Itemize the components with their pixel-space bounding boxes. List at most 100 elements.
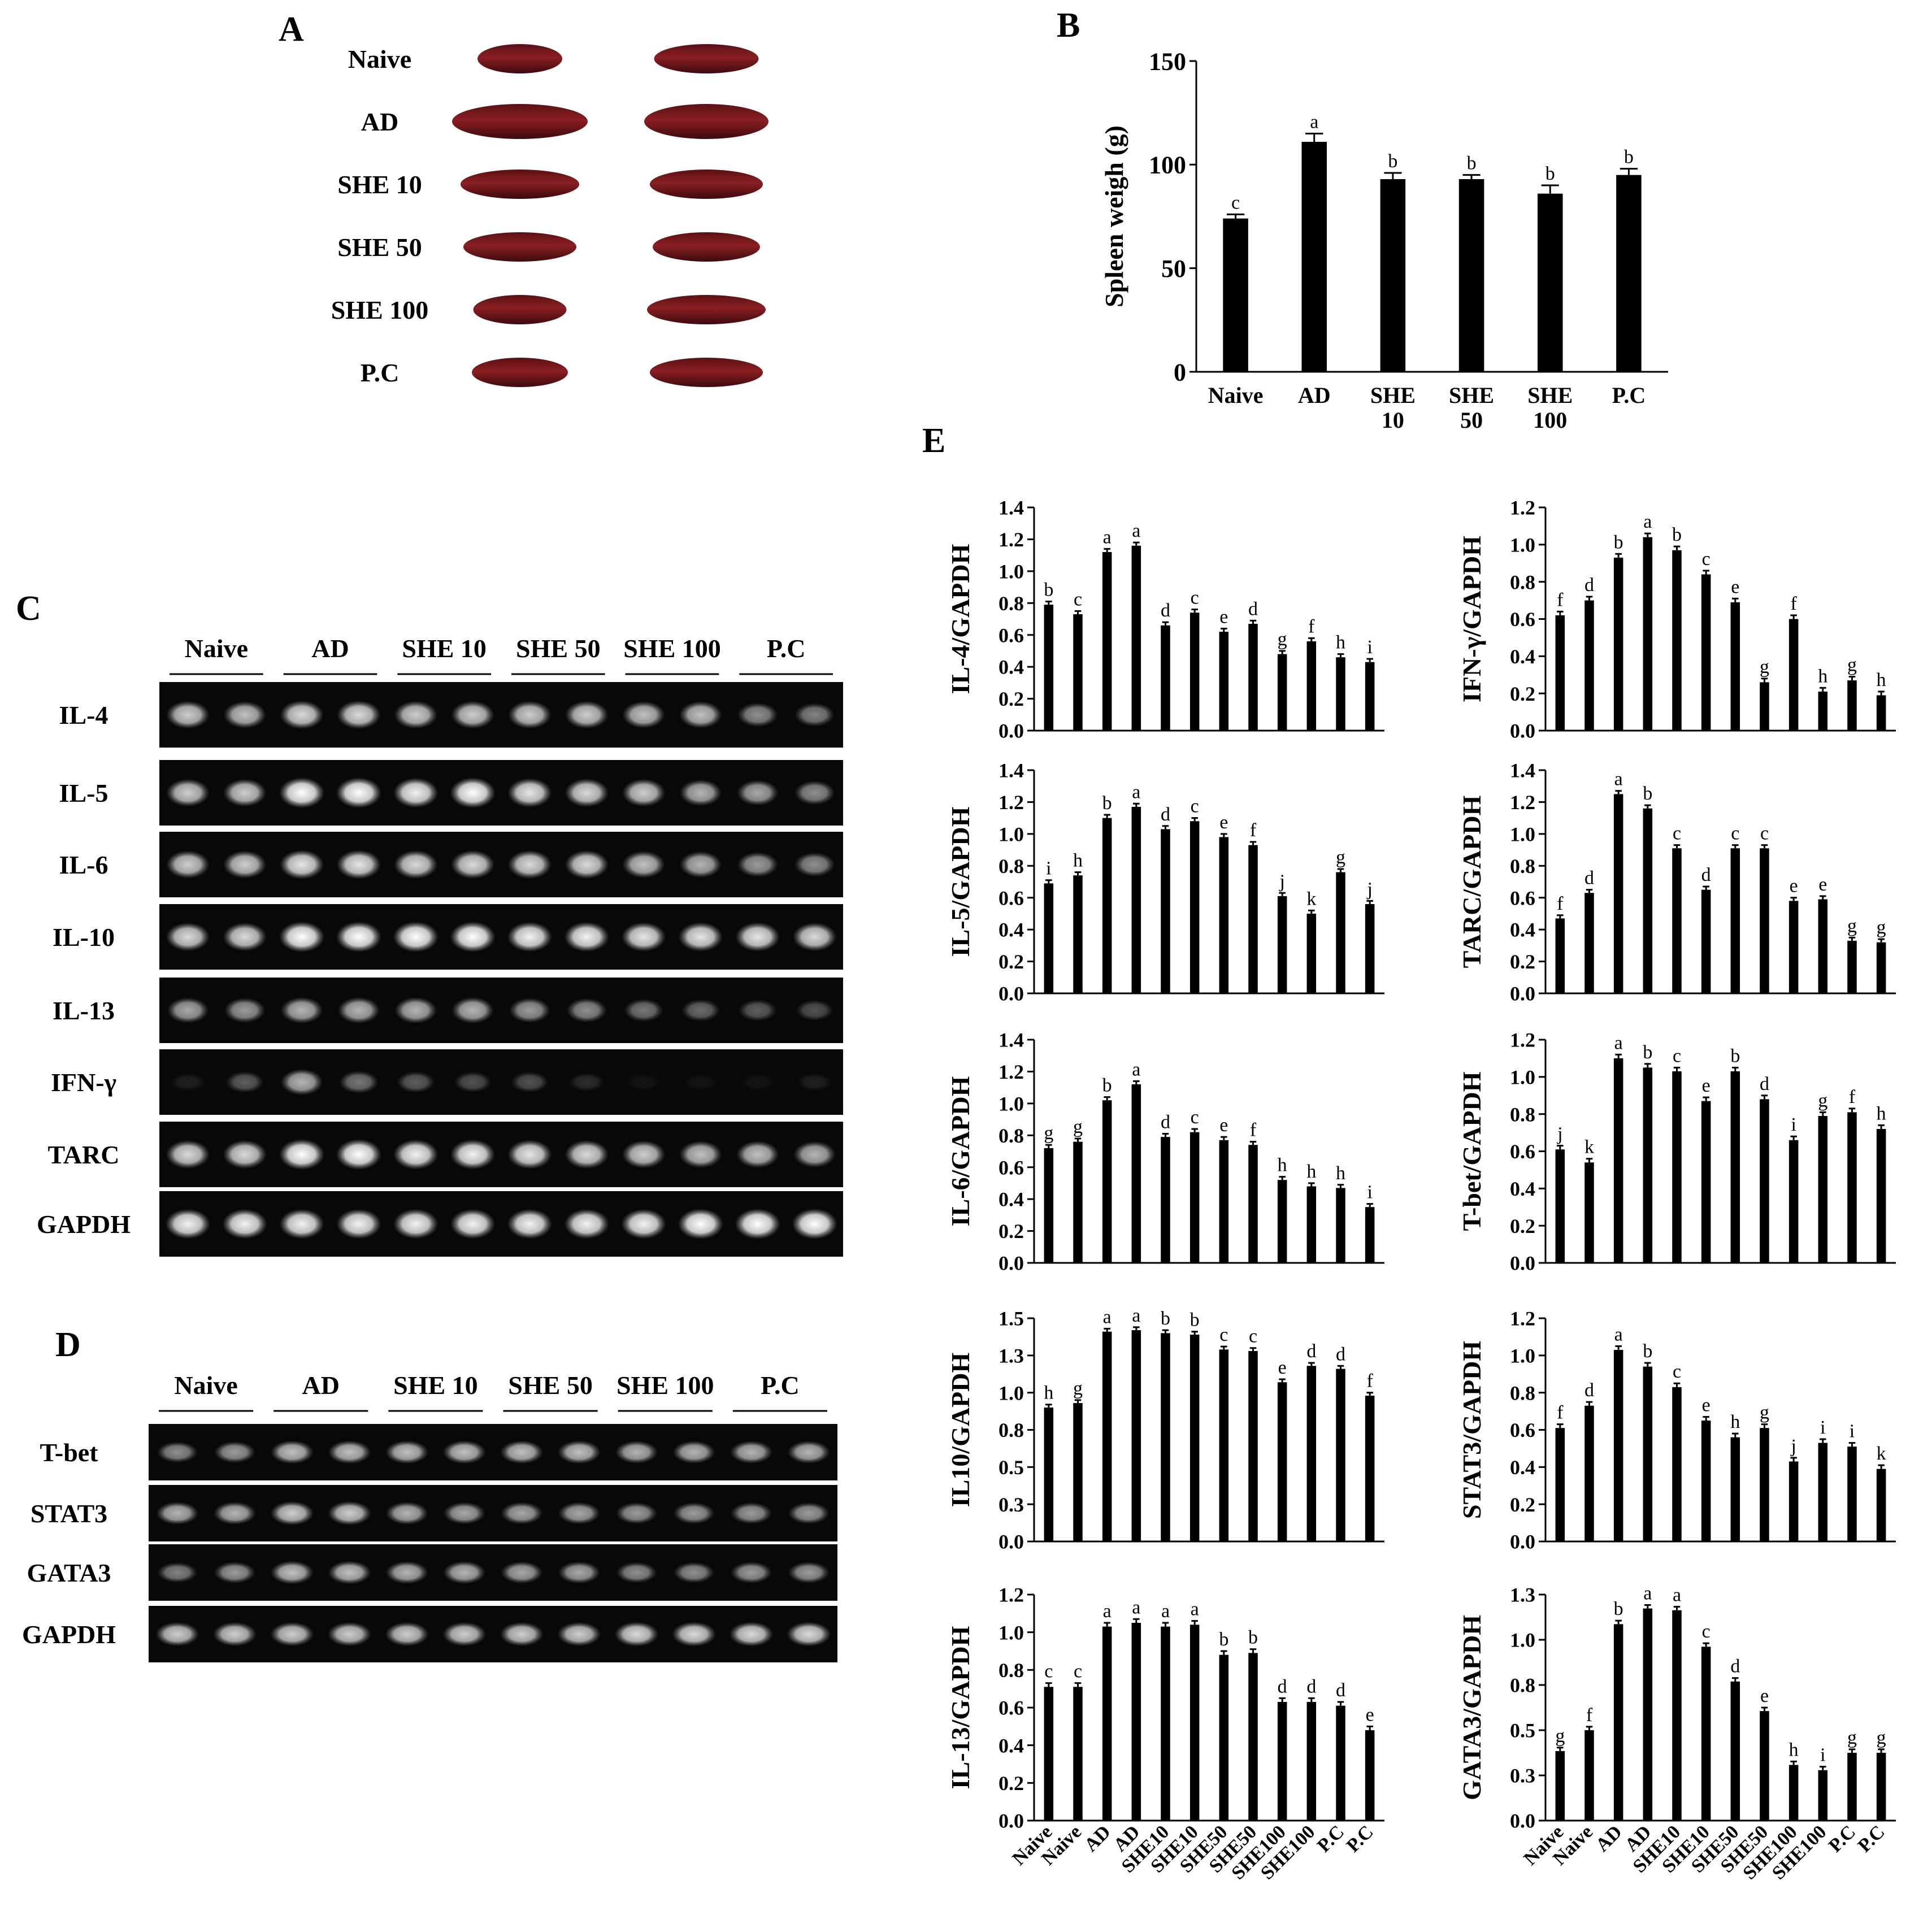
y-tick-label: 0.3 <box>998 1493 1024 1516</box>
gel-band <box>394 997 437 1024</box>
y-tick-label: 1.0 <box>1510 1629 1535 1652</box>
gel-band <box>279 1209 324 1239</box>
gel-band <box>737 852 779 878</box>
lane-group-label: Naive <box>174 1371 237 1400</box>
significance-letter: g <box>1847 915 1857 936</box>
bar <box>1219 632 1229 731</box>
bar <box>1044 605 1054 731</box>
lane-group-label: AD <box>311 634 349 663</box>
bar <box>1584 600 1594 731</box>
gel-band <box>270 1622 314 1647</box>
significance-letter: c <box>1702 1621 1710 1642</box>
spleen-image <box>452 104 588 139</box>
gene-label: TARC <box>48 1140 120 1169</box>
significance-letter: b <box>1614 532 1623 553</box>
x-category-label: SHE <box>1370 383 1416 408</box>
y-tick-label: 1.0 <box>1510 1344 1535 1367</box>
spleen-row-label: AD <box>361 107 398 136</box>
bar <box>1277 654 1287 731</box>
bar <box>1102 1331 1112 1541</box>
bar <box>1613 794 1623 993</box>
gene-label: IFN-γ <box>51 1068 116 1097</box>
bar <box>1336 1188 1345 1263</box>
significance-letter: e <box>1366 1704 1374 1725</box>
x-category-label: SHE <box>1449 383 1494 408</box>
bar <box>1219 1654 1229 1821</box>
significance-letter: g <box>1336 847 1345 868</box>
significance-letter: h <box>1818 666 1827 687</box>
gel-band <box>450 1139 496 1170</box>
gel-band <box>393 850 438 879</box>
significance-letter: b <box>1102 793 1112 814</box>
bar <box>1643 1366 1653 1541</box>
spleen-image <box>654 44 759 73</box>
significance-letter: b <box>1545 163 1555 184</box>
y-tick-label: 0.0 <box>1510 720 1535 742</box>
significance-letter: j <box>1557 1124 1562 1145</box>
lane-group-label: SHE 100 <box>623 634 721 663</box>
y-tick-label: 0.0 <box>1510 1810 1535 1832</box>
y-tick-label: 0.4 <box>998 1188 1024 1211</box>
y-tick-label: 0.4 <box>1510 919 1535 941</box>
gel-strip <box>159 832 843 897</box>
significance-letter: e <box>1702 1395 1710 1415</box>
gel-band <box>165 1209 211 1239</box>
bar <box>1760 682 1769 731</box>
gel-band <box>166 850 210 879</box>
gel-band <box>451 701 494 729</box>
gel-band <box>679 1140 722 1169</box>
y-tick-label: 1.4 <box>998 759 1024 782</box>
x-category-label: AD <box>1592 1821 1626 1856</box>
significance-letter: g <box>1818 1090 1827 1111</box>
y-tick-label: 0.0 <box>1510 1252 1535 1275</box>
x-category-label: AD <box>1080 1821 1115 1856</box>
gel-band <box>500 1622 544 1647</box>
x-category-label: AD <box>1298 383 1331 408</box>
y-tick-label: 100 <box>1149 151 1186 179</box>
bar <box>1788 1140 1799 1263</box>
lane-group-label: SHE 100 <box>616 1371 714 1400</box>
bar <box>1584 1162 1594 1263</box>
y-axis-title: STAT3/GAPDH <box>1457 1341 1486 1519</box>
y-axis-title: GATA3/GAPDH <box>1457 1615 1486 1800</box>
significance-letter: j <box>1279 871 1284 892</box>
gel-band <box>796 1000 834 1021</box>
significance-letter: b <box>1388 151 1397 172</box>
significance-letter: d <box>1701 865 1711 885</box>
bar <box>1788 1461 1799 1541</box>
gel-strip <box>159 1049 843 1115</box>
gel-band <box>501 1561 543 1584</box>
spleen-row-label: SHE 100 <box>331 296 429 324</box>
gel-band <box>622 850 665 879</box>
y-tick-label: 0.0 <box>998 720 1024 742</box>
panel-c-label: C <box>16 589 41 628</box>
significance-letter: d <box>1161 600 1170 621</box>
gel-band <box>212 1622 257 1647</box>
gel-band <box>279 1139 325 1170</box>
y-tick-label: 50 <box>1161 255 1186 283</box>
y-tick-label: 1.2 <box>1510 791 1535 814</box>
bar <box>1131 545 1141 731</box>
gene-label: IL-6 <box>59 850 108 879</box>
y-tick-label: 0.8 <box>1510 571 1535 593</box>
gel-band <box>328 1561 371 1584</box>
gel-panel-c: Naive AD SHE 10 SHE 50 SHE 100 P.C IL-4 IL-5 IL-… <box>37 634 843 1257</box>
y-tick-label: 1.3 <box>998 1344 1024 1367</box>
y-axis-title: T-bet/GAPDH <box>1457 1071 1486 1231</box>
significance-letter: g <box>1044 1123 1053 1144</box>
y-tick-label: 1.0 <box>1510 533 1535 556</box>
bar <box>1730 602 1740 731</box>
significance-letter: c <box>1760 823 1769 844</box>
bar <box>1613 1624 1623 1821</box>
significance-letter: e <box>1219 1115 1228 1136</box>
gel-band <box>166 1140 210 1169</box>
bar <box>1613 1058 1623 1263</box>
gel-band <box>501 1502 543 1525</box>
spleen-row-label: SHE 10 <box>337 170 422 199</box>
y-tick-label: 0.2 <box>1510 1215 1535 1237</box>
y-tick-label: 0.0 <box>1510 983 1535 1005</box>
gel-band <box>167 997 209 1023</box>
bar <box>1760 1099 1769 1263</box>
y-tick-label: 0.8 <box>998 1659 1024 1682</box>
